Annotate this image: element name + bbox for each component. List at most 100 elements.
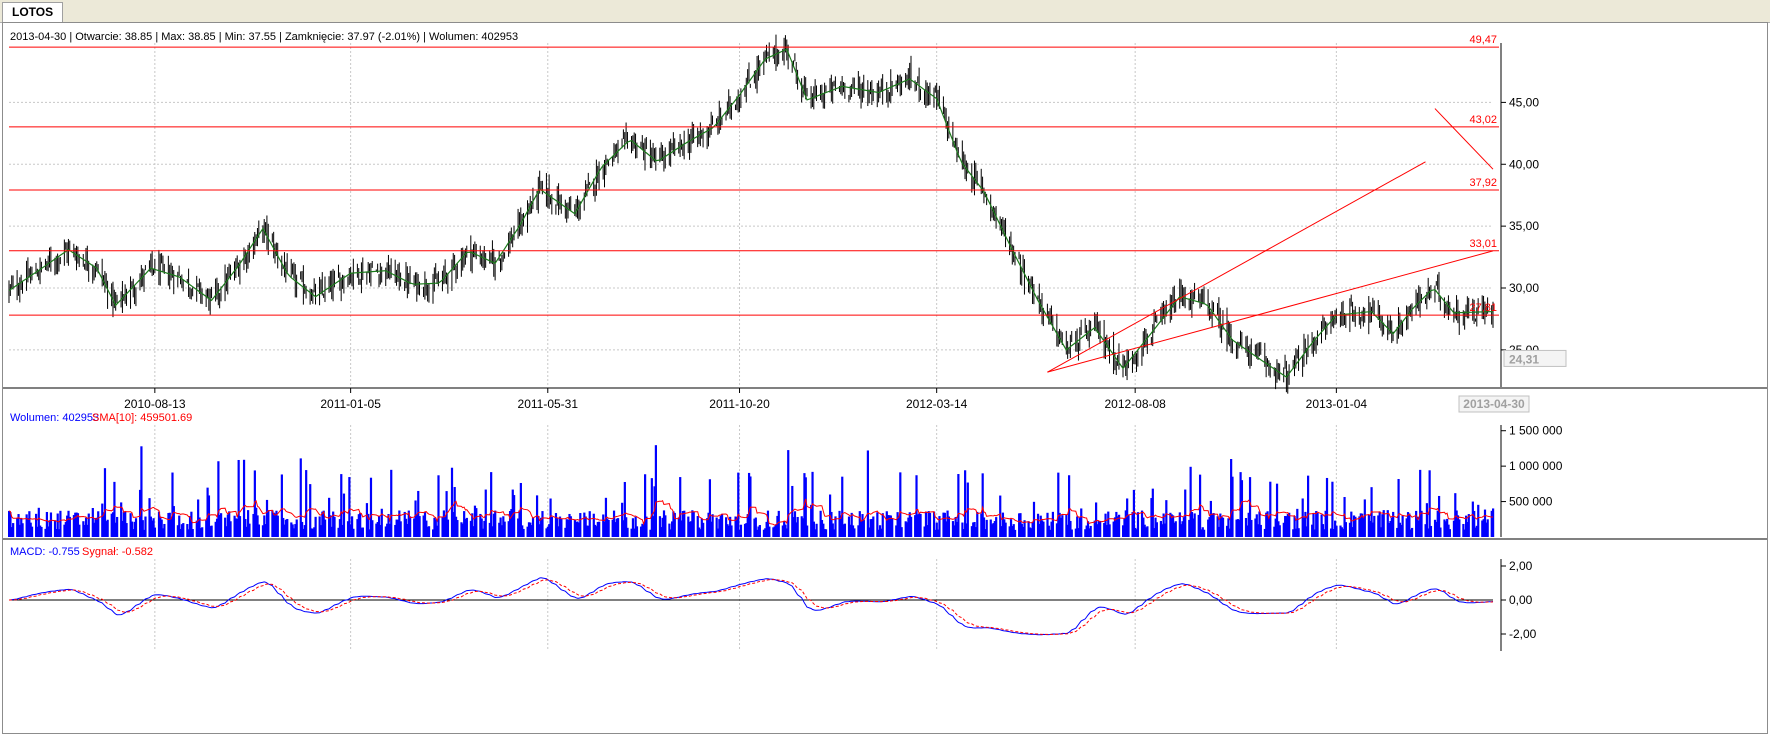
volume-bar	[292, 528, 296, 537]
volume-bar	[804, 477, 807, 537]
volume-bar	[1415, 510, 1418, 537]
volume-bar	[357, 514, 360, 537]
volume-bar	[611, 519, 614, 537]
volume-bar	[531, 517, 535, 537]
volume-bar	[715, 517, 718, 537]
volume-bar	[1227, 518, 1230, 537]
volume-bar	[689, 521, 693, 537]
volume-bar	[1220, 516, 1223, 537]
volume-bar	[75, 512, 78, 537]
volume-bar	[436, 525, 439, 537]
volume-bar	[225, 526, 228, 537]
chart-canvas[interactable]: 2013-04-30 | Otwarcie: 38.85 | Max: 38.8…	[3, 23, 1767, 733]
volume-bar	[1258, 511, 1261, 537]
volume-bar	[1116, 516, 1119, 537]
volume-bar	[1420, 510, 1423, 537]
volume-bar	[607, 519, 610, 537]
volume-bar	[1294, 528, 1298, 537]
volume-bar	[376, 522, 379, 537]
volume-bar	[143, 529, 146, 537]
volume-bar	[1455, 510, 1458, 537]
volume-bar	[456, 520, 459, 537]
volume-bar	[188, 516, 192, 537]
volume-bar	[130, 521, 134, 537]
volume-bar	[738, 529, 741, 537]
volume-bar	[880, 528, 883, 537]
volume-bar	[654, 445, 658, 537]
volume-bar	[1209, 500, 1212, 537]
volume-bar	[745, 523, 748, 537]
volume-bar	[238, 516, 242, 537]
volume-bar	[171, 472, 174, 537]
volume-bar	[1207, 519, 1210, 537]
volume-bar	[365, 503, 369, 537]
volume-bar	[37, 507, 40, 537]
volume-bar	[1265, 512, 1268, 537]
volume-bar	[491, 526, 494, 537]
volume-bar	[349, 524, 352, 537]
volume-bar	[321, 511, 324, 537]
volume-bar	[1401, 515, 1404, 537]
volume-bar	[48, 520, 51, 537]
x-tick-label: 2010-08-13	[124, 397, 186, 411]
volume-bar	[924, 512, 928, 537]
volume-bar	[346, 521, 350, 537]
volume-bars	[8, 445, 1495, 537]
volume-bar	[494, 510, 497, 537]
volume-bar	[635, 526, 639, 537]
volume-bar	[974, 527, 978, 537]
volume-bar	[1080, 508, 1083, 537]
volume-bar	[511, 489, 514, 537]
volume-bar	[649, 529, 652, 537]
volume-bar	[792, 517, 795, 537]
volume-bar	[28, 511, 31, 537]
volume-bar	[39, 525, 42, 537]
volume-bar	[1359, 513, 1362, 537]
volume-bar	[1443, 519, 1446, 537]
volume-bar	[915, 475, 918, 537]
volume-bar	[652, 516, 655, 537]
volume-bar	[1419, 469, 1422, 537]
volume-bar	[530, 525, 533, 537]
volume-bar	[510, 509, 513, 537]
volume-bar	[463, 511, 466, 537]
volume-bar	[1454, 493, 1457, 537]
volume-bar	[576, 521, 579, 537]
volume-bar	[234, 518, 238, 537]
volume-bar	[671, 521, 674, 537]
volume-bar	[842, 524, 845, 537]
volume-bar	[1410, 527, 1414, 537]
volume-bar	[309, 484, 312, 537]
volume-bar	[927, 511, 930, 537]
volume-bar	[1105, 525, 1109, 537]
volume-bar	[1342, 528, 1345, 537]
volume-bar	[1047, 525, 1050, 537]
volume-bar	[1425, 503, 1429, 537]
volume-bar	[1297, 528, 1300, 537]
volume-bar	[86, 524, 89, 537]
volume-bar	[1028, 527, 1032, 537]
x-tick-label: 2012-08-08	[1104, 397, 1166, 411]
volume-bar	[838, 510, 841, 537]
volume-bar	[773, 526, 776, 537]
volume-bar	[322, 510, 325, 537]
volume-bar	[148, 498, 151, 537]
volume-bar	[672, 511, 675, 537]
volume-bar	[1307, 475, 1310, 537]
volume-bar	[725, 517, 728, 537]
macd-panel: MACD: -0.755 Sygnał: -0.582 2,00 0,00 -2,0…	[8, 546, 1537, 651]
volume-bar	[664, 515, 667, 537]
volume-bar	[992, 523, 995, 537]
tab-lotos[interactable]: LOTOS	[2, 2, 64, 22]
macd-y-tick-label: 0,00	[1509, 593, 1533, 607]
volume-bar	[1363, 499, 1366, 537]
volume-bar	[237, 459, 240, 537]
volume-bar	[1325, 477, 1329, 537]
volume-bar	[692, 511, 695, 537]
volume-bar	[1173, 522, 1176, 537]
volume-bar	[286, 518, 289, 537]
volume-bar	[1042, 521, 1045, 537]
volume-bar	[926, 525, 929, 537]
volume-bar	[1361, 513, 1364, 537]
volume-bar	[176, 525, 179, 537]
